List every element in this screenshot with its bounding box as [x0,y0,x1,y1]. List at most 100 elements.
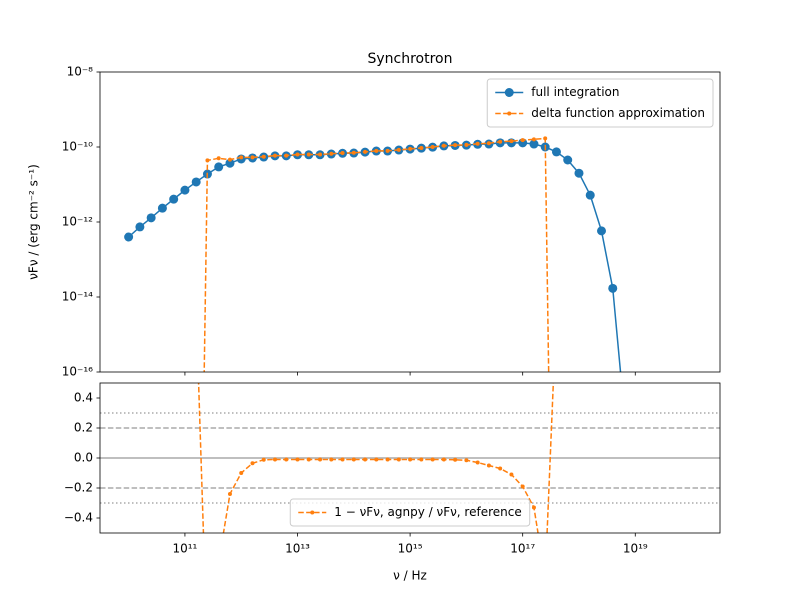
data-point [191,177,201,187]
data-point [205,158,210,163]
data-point [385,457,390,462]
x-tick-label: 10¹⁷ [510,542,535,556]
data-point [385,148,390,153]
data-point [509,472,514,477]
legend: full integration delta function approxima… [486,78,714,128]
legend-marker [507,111,512,116]
data-point [239,471,244,475]
y-tick-label: −0.4 [64,511,93,525]
y-axis-label: νFν / (erg cm⁻² s⁻¹) [27,164,41,280]
x-axis-label: ν / Hz [393,569,427,583]
data-point [340,151,345,156]
data-point [498,466,503,471]
data-point [408,146,413,151]
data-point [363,149,368,154]
x-tick-label: 10¹⁹ [623,542,648,556]
data-point [486,141,491,146]
data-point [430,457,435,462]
data-point [318,152,323,157]
data-point [475,141,480,146]
chart-title: Synchrotron [367,51,452,67]
legend-label: delta function approximation [531,106,705,120]
data-point [543,136,548,141]
series-line [203,137,550,372]
data-point [295,152,300,157]
data-point [272,457,277,462]
data-point [261,457,266,462]
data-point [396,147,401,152]
data-point [227,157,232,162]
data-point [531,505,536,510]
data-point [239,155,244,160]
data-point [329,151,334,156]
data-point [520,484,525,489]
data-point [250,461,255,466]
data-point [284,457,289,462]
data-point [441,457,446,462]
data-point [363,457,368,462]
plot-area [100,383,720,533]
data-point [585,190,595,200]
data-point [351,457,356,462]
data-point [340,457,345,462]
data-point [419,457,424,462]
legend-box [289,498,531,527]
x-tick-label: 10¹⁵ [398,542,423,556]
data-point [529,139,539,149]
data-point [374,457,379,462]
data-point [318,457,323,462]
y-tick-label: 0.4 [74,391,93,405]
data-point [225,158,235,168]
y-tick-label: 10⁻¹⁴ [62,290,93,304]
data-point [464,458,469,463]
y-tick-label: 10⁻⁸ [67,65,94,79]
y-tick-label: 0.0 [74,451,93,465]
data-point [227,492,232,496]
axes-frame [99,382,721,534]
data-point [295,457,300,462]
data-point [574,168,584,178]
data-point [135,222,145,232]
legend-marker [310,510,315,515]
data-point [396,457,401,462]
y-tick-label: −0.2 [64,481,93,495]
data-point [306,152,311,157]
data-point [509,139,514,144]
data-point [520,138,525,143]
legend-marker [504,88,514,97]
data-point [272,153,277,158]
legend: 1 − νFν, agnpy / νFν, reference [289,498,531,527]
data-point [169,194,179,204]
y-tick-label: 0.2 [74,421,93,435]
y-tick-label: 10⁻¹⁰ [62,140,93,154]
data-point [608,283,618,293]
data-point [157,203,167,213]
data-point [551,147,561,157]
data-point [441,143,446,148]
data-point [596,226,606,236]
data-point [180,185,190,195]
data-point [214,162,224,172]
data-point [146,213,156,223]
data-point [453,143,458,148]
data-point [475,460,480,465]
axes-frame [99,71,721,373]
data-point [531,137,536,142]
data-point [284,153,289,158]
plot-area [124,136,622,372]
data-point [408,457,413,462]
data-point [250,155,255,160]
data-point [329,457,334,462]
data-point [374,148,379,153]
data-point [261,154,266,159]
data-point [486,463,491,468]
data-point [464,142,469,147]
data-point [498,139,503,144]
data-point [430,145,435,149]
data-point [306,457,311,462]
legend-label: full integration [531,85,619,99]
data-point [453,457,458,462]
x-tick-label: 10¹¹ [172,542,197,556]
y-tick-label: 10⁻¹⁶ [62,365,93,379]
